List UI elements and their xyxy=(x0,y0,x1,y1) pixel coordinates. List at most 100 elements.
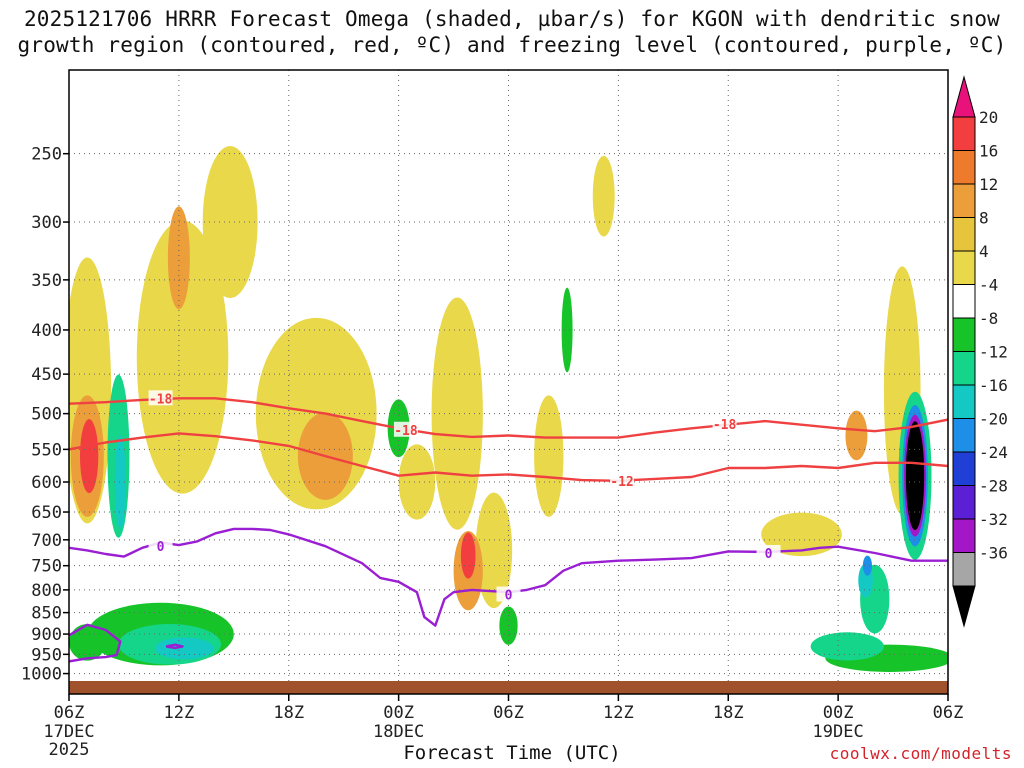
contour-2 xyxy=(69,527,948,627)
x-tick-label-0: 06Z xyxy=(54,703,85,723)
colorbar-segment-9 xyxy=(952,384,976,419)
y-tick-label-800: 800 xyxy=(31,581,62,601)
colorbar-segment-8 xyxy=(952,351,976,386)
contour-label-bg-0-2 xyxy=(712,415,737,431)
omega-region-neg12-19 xyxy=(114,434,126,530)
grid-layer xyxy=(69,70,948,681)
x-tick-label-36: 18Z xyxy=(713,703,744,723)
contour-label-1-0: -12 xyxy=(610,475,633,490)
omega-region-pos4-8 xyxy=(398,444,436,520)
omega-region-pos16-12 xyxy=(460,532,476,579)
contour-label-0-0: -18 xyxy=(149,392,173,407)
ground-surface-bar xyxy=(69,681,948,694)
y-tick-label-300: 300 xyxy=(31,213,62,233)
colorbar-segment-12 xyxy=(952,485,976,520)
y-tick-label-750: 750 xyxy=(31,557,62,577)
colorbar-label-7: -12 xyxy=(979,343,1008,362)
x-tick-label-48: 06Z xyxy=(933,703,964,723)
colorbar-label-4: 4 xyxy=(979,242,989,261)
omega-shading-layer xyxy=(69,146,948,672)
y-tick-label-350: 350 xyxy=(31,271,62,291)
colorbar-label-13: -36 xyxy=(979,544,1008,563)
colorbar-bottom-arrow xyxy=(952,585,976,628)
contour-1 xyxy=(69,432,948,482)
contour-label-bg-1-0 xyxy=(610,472,635,488)
omega-region-pos8-17 xyxy=(845,410,868,461)
contour-layer: -18 -18 -18 -12 0 0 0 xyxy=(69,390,948,663)
y-tick-label-500: 500 xyxy=(31,405,62,425)
colorbar-label-2: 12 xyxy=(979,175,998,194)
contour-3 xyxy=(69,623,122,663)
contour-label-bg-2-0 xyxy=(148,538,173,554)
chart-title-line-2: growth region (contoured, red, ºC) and f… xyxy=(17,33,1007,57)
contour-label-2-2: 0 xyxy=(765,547,773,562)
colorbar-label-0: 20 xyxy=(979,108,998,127)
y-axis: 250 300 350 400 450 500 550 600 650 700 750 800 8509… xyxy=(21,145,69,685)
contour-0 xyxy=(69,397,948,439)
colorbar-label-8: -16 xyxy=(979,376,1008,395)
colorbar-label-5: -4 xyxy=(979,276,998,295)
contour-label-2-1: 0 xyxy=(505,589,513,604)
x-tick-label-24: 06Z xyxy=(493,703,524,723)
omega-region-pos4-13 xyxy=(534,395,564,517)
colorbar-segment-11 xyxy=(952,451,976,486)
contour-label-0-1: -18 xyxy=(394,424,418,439)
y-tick-label-700: 700 xyxy=(31,531,62,551)
colorbar-segment-14 xyxy=(952,552,976,587)
omega-region-pos4-3 xyxy=(136,220,229,494)
y-tick-label-400: 400 xyxy=(31,321,62,341)
omega-region-pos4-9 xyxy=(431,297,483,530)
contour-label-bg-0-0 xyxy=(148,390,173,406)
colorbar-label-1: 16 xyxy=(979,142,998,161)
omega-region-neg36-35 xyxy=(905,421,925,531)
omega-region-pos8-4 xyxy=(167,206,190,310)
y-tick-label-900: 900 xyxy=(31,625,62,645)
omega-region-pos4-14 xyxy=(592,155,615,237)
x-axis-title: Forecast Time (UTC) xyxy=(403,742,621,764)
x-tick-label-42: 00Z xyxy=(823,703,854,723)
contour-label-2-0: 0 xyxy=(157,540,165,555)
colorbar-segment-1 xyxy=(952,116,976,151)
y-tick-label-850: 850 xyxy=(31,604,62,624)
colorbar-label-11: -28 xyxy=(979,477,1008,496)
contour-label-0-2: -18 xyxy=(713,418,737,433)
x-tick-date-42: 19DEC xyxy=(813,722,864,742)
colorbar-label-12: -32 xyxy=(979,510,1008,529)
colorbar-segment-4 xyxy=(952,217,976,252)
colorbar-segment-7 xyxy=(952,317,976,352)
x-tick-label-6: 12Z xyxy=(164,703,195,723)
contour-label-bg-0-1 xyxy=(393,421,418,437)
colorbar-label-9: -20 xyxy=(979,410,1008,429)
chart-title-line-1: 2025121706 HRRR Forecast Omega (shaded, … xyxy=(23,7,1001,31)
omega-region-neg8-28 xyxy=(810,632,884,661)
omega-region-neg4-26 xyxy=(561,287,573,373)
omega-region-pos16-2 xyxy=(79,419,99,494)
x-tick-year-0: 2025 xyxy=(49,740,90,760)
x-tick-label-12: 18Z xyxy=(273,703,304,723)
colorbar-top-arrow xyxy=(952,75,976,118)
y-tick-label-650: 650 xyxy=(31,503,62,523)
contour-label-bg-2-1 xyxy=(496,586,521,602)
colorbar-segment-3 xyxy=(952,183,976,218)
colorbar-segment-5 xyxy=(952,250,976,285)
x-tick-label-30: 12Z xyxy=(603,703,634,723)
x-tick-label-18: 00Z xyxy=(383,703,414,723)
colorbar: 20 16 12 8 4 -4 -8 -12 -16 -20 -24 -28 -32 -36 xyxy=(952,75,1008,628)
y-tick-label-550: 550 xyxy=(31,440,62,460)
y-tick-label-600: 600 xyxy=(31,473,62,493)
omega-region-neg16-31 xyxy=(862,555,873,576)
y-tick-label-250: 250 xyxy=(31,145,62,165)
colorbar-label-3: 8 xyxy=(979,209,989,228)
colorbar-label-6: -8 xyxy=(979,309,998,328)
colorbar-segment-13 xyxy=(952,518,976,553)
contour-4 xyxy=(165,643,184,650)
x-tick-date-18: 18DEC xyxy=(373,722,424,742)
y-tick-label-1000: 1000 xyxy=(21,665,62,685)
source-credit: coolwx.com/modelts xyxy=(829,744,1012,763)
omega-region-neg4-23 xyxy=(69,623,106,661)
y-tick-label-450: 450 xyxy=(31,365,62,385)
contour-label-bg-2-2 xyxy=(756,544,781,560)
omega-region-pos4-15 xyxy=(761,512,842,557)
